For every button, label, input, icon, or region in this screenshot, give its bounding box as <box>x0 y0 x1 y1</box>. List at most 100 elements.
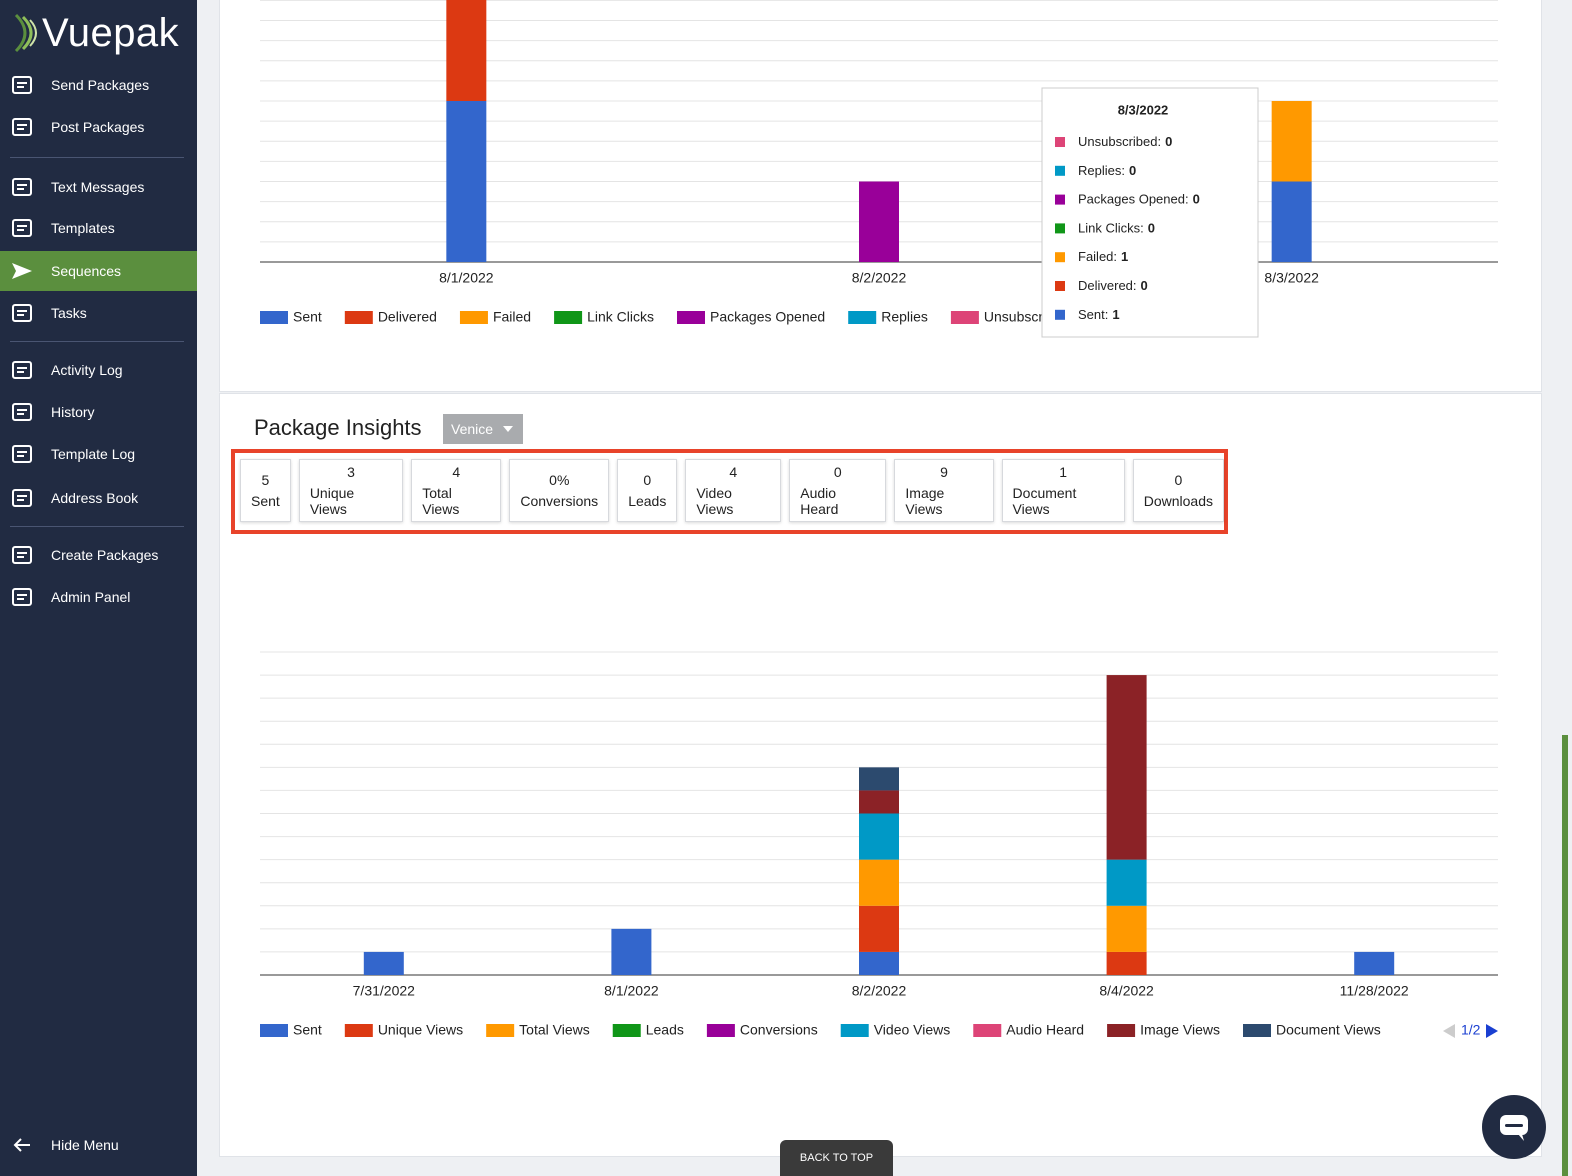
stat-label: Audio Heard <box>800 485 839 517</box>
nav-item[interactable]: Create Packages <box>0 535 197 575</box>
legend-swatch <box>677 311 705 324</box>
hide-menu[interactable]: Hide Menu <box>0 1125 197 1165</box>
stat-value: 4 <box>729 464 738 480</box>
bar-segment <box>859 790 899 814</box>
legend-label: Delivered <box>378 309 437 325</box>
bar-segment <box>1271 101 1312 182</box>
nav-item[interactable]: Sequences <box>0 251 197 291</box>
stat-label: Total Views <box>422 485 460 517</box>
bar-segment <box>1106 905 1147 952</box>
legend-swatch <box>840 1024 869 1037</box>
nav-item[interactable]: Admin Panel <box>0 577 197 617</box>
stat-box: 3 Unique Views <box>298 459 404 522</box>
tooltip-swatch <box>1055 309 1065 320</box>
legend-label: Video Views <box>874 1022 951 1038</box>
stats-row: 5 Sent 3 Unique Views 4 Total Views 0% Conversi… <box>231 449 1228 534</box>
tooltip-row: Unsubscribed: 0 <box>1078 134 1172 149</box>
nav-label: History <box>51 404 95 420</box>
icon <box>12 76 32 94</box>
pager-label: 1/2 <box>1461 1022 1481 1038</box>
stat-label: Sent <box>251 493 280 509</box>
stat-value: 5 <box>261 472 270 488</box>
stat-box: 9 Image Views <box>894 459 994 522</box>
tooltip-swatch <box>1055 137 1065 147</box>
stat-label: Conversions <box>520 493 599 509</box>
icon <box>12 403 32 421</box>
stat-label: Leads <box>628 493 667 509</box>
stat-value: 1 <box>1059 464 1068 480</box>
legend-swatch <box>950 311 979 324</box>
stat-value: 0 <box>833 464 842 480</box>
stat-value: 9 <box>940 464 948 480</box>
nav-item[interactable]: Send Packages <box>0 65 197 105</box>
tooltip-row: Link Clicks: 0 <box>1078 221 1155 236</box>
nav-label: Tasks <box>51 305 87 321</box>
legend-label: Unique Views <box>378 1022 463 1038</box>
nav-item[interactable]: Post Packages <box>0 107 197 147</box>
dropdown-label: Venice <box>451 421 494 437</box>
legend-label: Document Views <box>1276 1022 1381 1038</box>
chat-button[interactable] <box>1482 1095 1546 1159</box>
tooltip-swatch <box>1055 252 1065 263</box>
legend-label: Total Views <box>519 1022 590 1038</box>
stat-value: 0 <box>643 472 652 488</box>
tooltip-value: 1 <box>1112 307 1119 322</box>
legend-swatch <box>260 311 288 324</box>
legend-label: Sent <box>293 309 322 325</box>
stat-label: Unique Views <box>309 485 355 517</box>
nav-item[interactable]: Text Messages <box>0 167 197 207</box>
bar-segment <box>859 813 899 860</box>
separator <box>10 341 184 342</box>
legend-label: Packages Opened <box>710 309 825 325</box>
icon <box>12 546 32 564</box>
stat-box: 0 Audio Heard <box>789 459 887 522</box>
scrollbar <box>1562 735 1568 1176</box>
legend-label: Conversions <box>740 1022 818 1038</box>
icon <box>12 489 32 507</box>
dropdown[interactable]: Venice <box>443 414 523 444</box>
legend-swatch <box>1107 1024 1136 1037</box>
nav-item[interactable]: Address Book <box>0 478 197 518</box>
tooltip-row: Delivered: 0 <box>1078 278 1148 293</box>
bar-segment <box>859 951 899 975</box>
nav-label: Address Book <box>51 490 139 506</box>
nav-item[interactable]: History <box>0 392 197 432</box>
nav-item[interactable]: Activity Log <box>0 350 197 390</box>
bar-segment <box>446 0 487 101</box>
icon <box>12 361 32 379</box>
pager-next[interactable] <box>1486 1024 1498 1038</box>
back-to-top[interactable]: BACK TO TOP <box>780 1140 893 1176</box>
icon <box>12 588 32 606</box>
legend-label: Sent <box>293 1022 322 1038</box>
legend-swatch <box>459 311 488 324</box>
legend-swatch <box>612 1024 641 1037</box>
nav-label: Templates <box>51 220 115 236</box>
legend-swatch <box>344 311 373 324</box>
nav-item[interactable]: Tasks <box>0 293 197 333</box>
bar-segment <box>1106 859 1147 906</box>
icon <box>12 178 32 196</box>
x-tick-label: 7/31/2022 <box>353 983 415 999</box>
nav-label: Text Messages <box>51 179 145 195</box>
icon <box>12 445 32 463</box>
legend-label: Replies <box>881 309 928 325</box>
icon <box>12 118 32 136</box>
separator <box>10 526 184 527</box>
tooltip-swatch <box>1055 165 1065 176</box>
stat-value: 3 <box>347 464 355 480</box>
tooltip-swatch <box>1055 223 1065 234</box>
nav-item[interactable]: Templates <box>0 208 197 248</box>
bar-segment <box>859 767 899 791</box>
tooltip-label: Failed: <box>1078 250 1117 265</box>
icon <box>12 304 32 322</box>
chat-icon <box>1500 1115 1528 1141</box>
icon <box>12 263 32 279</box>
legend-swatch <box>486 1024 515 1037</box>
tooltip-label: Unsubscribed: <box>1078 134 1161 149</box>
icon <box>12 219 32 237</box>
nav-label: Create Packages <box>51 547 159 563</box>
tooltip-value: 0 <box>1165 134 1172 149</box>
nav-item[interactable]: Template Log <box>0 434 197 474</box>
stat-label: Video Views <box>696 485 734 517</box>
nav-label: Template Log <box>51 446 136 462</box>
